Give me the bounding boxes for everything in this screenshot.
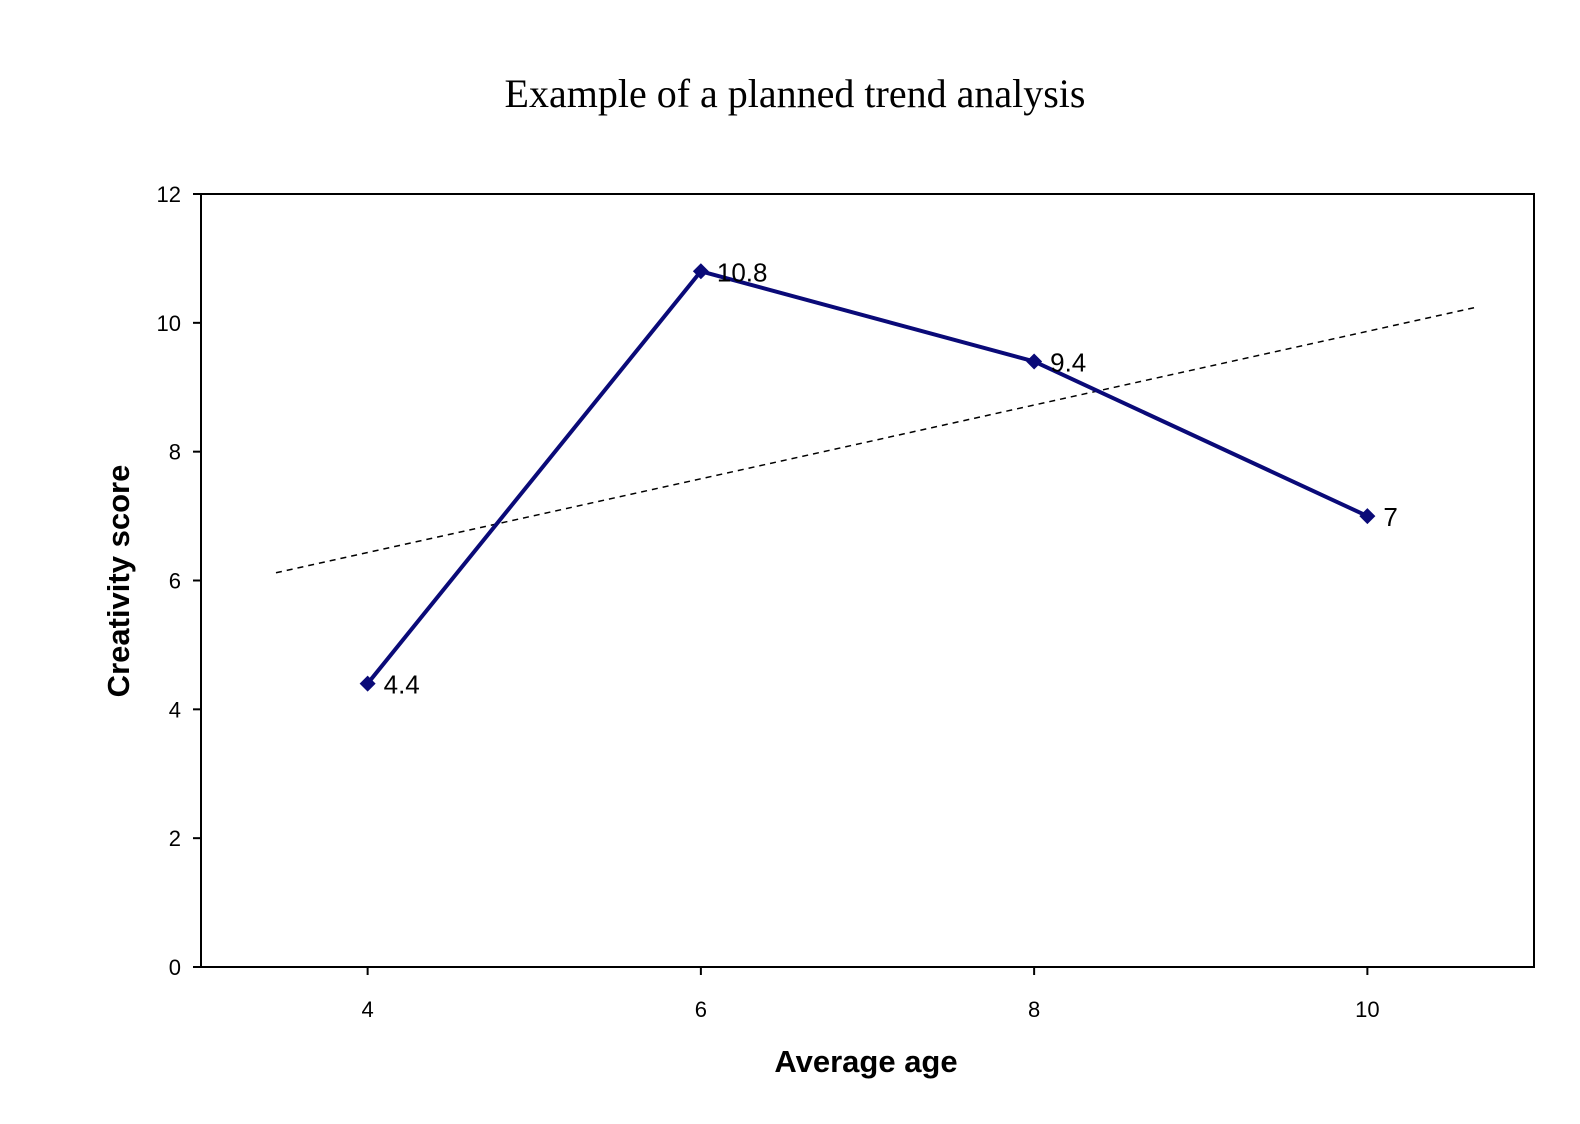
y-axis-label: Creativity score [101, 465, 136, 698]
series-layer: 4.4 10.8 9.4 7 [359, 257, 1398, 700]
data-point-marker [1359, 508, 1376, 525]
data-label: 4.4 [384, 670, 420, 700]
chart-title: Example of a planned trend analysis [505, 71, 1086, 116]
data-point-marker [359, 675, 376, 692]
y-tick-label: 10 [157, 311, 181, 336]
y-tick-label: 12 [157, 182, 181, 207]
x-axis-label: Average age [774, 1044, 957, 1079]
series-line [366, 269, 1369, 685]
y-tick-label: 4 [169, 697, 181, 722]
trendline [275, 306, 1476, 574]
y-axis: 0 2 4 6 8 10 12 [157, 182, 201, 980]
x-axis: 4 6 8 10 [362, 967, 1380, 1022]
x-tick-label: 10 [1355, 997, 1379, 1022]
data-label: 10.8 [717, 257, 768, 287]
trendline-layer [275, 306, 1476, 574]
x-tick-label: 4 [362, 997, 374, 1022]
data-label: 7 [1383, 502, 1397, 532]
data-point-marker [1026, 353, 1043, 370]
data-point-marker [692, 263, 709, 280]
y-tick-label: 2 [169, 826, 181, 851]
x-tick-label: 8 [1028, 997, 1040, 1022]
y-tick-label: 0 [169, 955, 181, 980]
plot-area [200, 193, 1535, 968]
y-tick-label: 8 [169, 440, 181, 465]
y-tick-label: 6 [169, 569, 181, 594]
x-tick-label: 6 [695, 997, 707, 1022]
data-label: 9.4 [1050, 347, 1086, 377]
